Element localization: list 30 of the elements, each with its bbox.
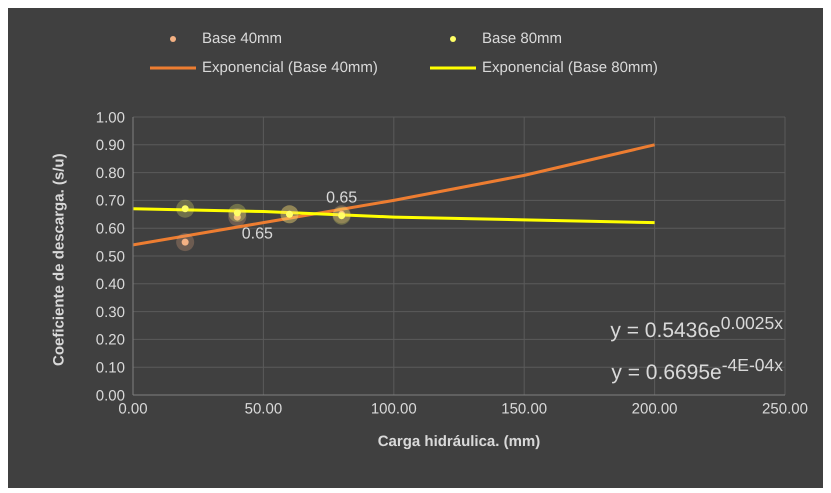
y-tick-label: 0.90 <box>96 137 125 154</box>
legend-label: Base 40mm <box>202 30 282 47</box>
x-tick-label: 250.00 <box>762 400 808 418</box>
annotation: 0.65 <box>242 225 273 242</box>
x-tick-label: 200.00 <box>632 400 678 418</box>
y-tick-label: 0.70 <box>96 192 125 210</box>
x-tick-label: 100.00 <box>370 400 417 418</box>
y-tick-label: 0.10 <box>96 360 125 377</box>
y-tick-label: 0.30 <box>96 304 125 321</box>
legend-label: Exponencial (Base 40mm) <box>202 59 378 76</box>
x-tick-label: 150.00 <box>501 400 548 418</box>
point <box>176 200 194 218</box>
line-series <box>133 207 656 224</box>
point <box>228 204 246 222</box>
annotation: 0.65 <box>326 189 358 206</box>
annotation: y = 0.5436e$^{0.0025x}$ <box>610 313 783 343</box>
y-tick-label: 1.00 <box>96 109 125 126</box>
annotation: y = 0.6695e$^{-4E-04x}$ <box>611 355 783 385</box>
x-axis-title: Carga hidráulica. (mm) <box>378 433 540 450</box>
point <box>176 233 194 252</box>
line-series <box>133 143 656 246</box>
y-axis-title: Coeficiente de descarga. (s/u) <box>50 153 68 366</box>
y-tick-label: 0.60 <box>96 220 125 238</box>
y-tick-label: 0.80 <box>96 164 125 182</box>
y-tick-label: 0.40 <box>96 276 125 294</box>
legend-label: Exponencial (Base 80mm) <box>482 59 658 76</box>
y-tick-label: 0.20 <box>96 332 125 349</box>
x-tick-label: 50.00 <box>244 400 282 418</box>
legend-label: Base 80mm <box>482 30 562 47</box>
y-tick-label: 0.50 <box>96 248 125 266</box>
